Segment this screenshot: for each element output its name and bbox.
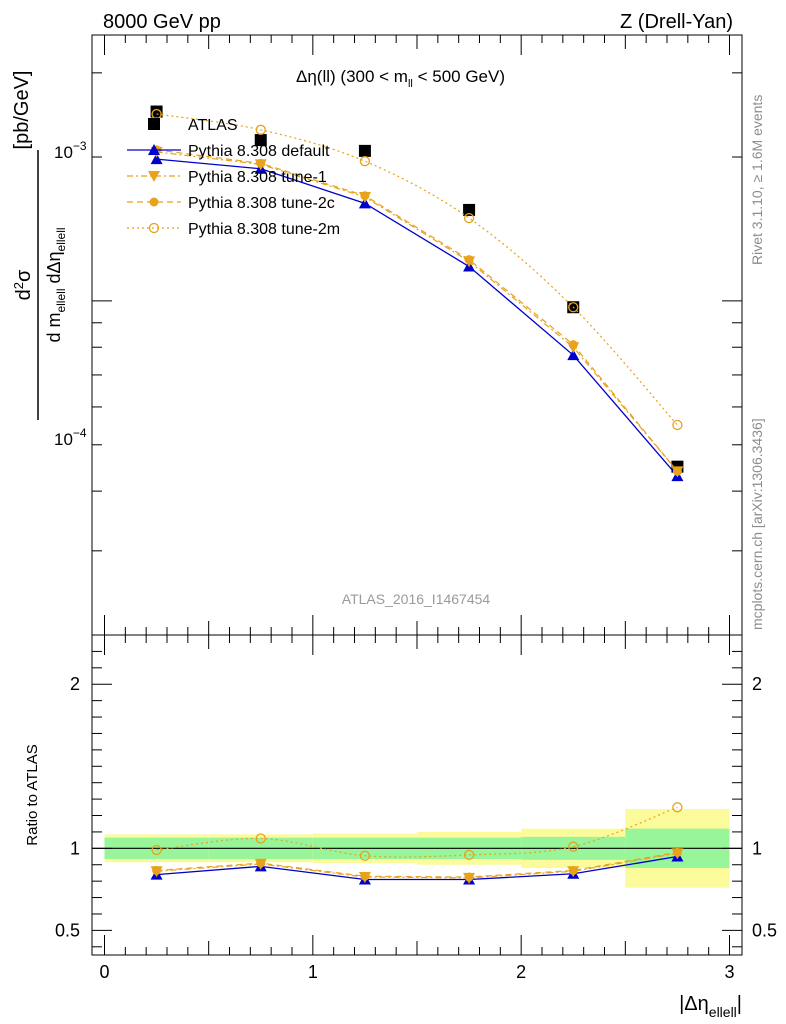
ratio-pythia-8-308-tune-1-line <box>156 852 678 879</box>
ratio-ytick-label-right: 2 <box>752 674 762 694</box>
ratio-frame <box>91 634 743 956</box>
ratio-pythia-8-308-tune-2m-point <box>151 844 162 856</box>
legend: ATLAS Pythia 8.308 default Pythia 8.308 tu… <box>127 117 340 238</box>
ratio-ytick-label-left: 1 <box>70 838 80 858</box>
ratio-pythia-8-308-tune-2c-point <box>672 847 682 857</box>
pythia-8-308-tune-2c-point <box>256 158 266 168</box>
ratio-pythia-8-308-tune-2c-point <box>256 858 266 868</box>
atlas-point <box>358 144 371 157</box>
ratio-pythia-8-308-tune-2c-point <box>464 872 474 882</box>
plot-title: Δη(ll) (300 < mll < 500 GeV) <box>296 67 505 90</box>
ratio-pythia-8-308-tune-2c-point <box>360 871 370 881</box>
ratio-pythia-8-308-tune-2c-point <box>152 865 162 875</box>
legend-label: Pythia 8.308 default <box>188 143 330 160</box>
pythia-8-308-tune-2c-point <box>464 255 474 265</box>
main-ticks <box>92 35 742 636</box>
header-channel: Z (Drell-Yan) <box>620 11 733 33</box>
legend-item-pythia-8-308-default: Pythia 8.308 default <box>127 143 330 160</box>
mcplots-label: mcplots.cern.ch [arXiv:1306.3436] <box>749 418 765 630</box>
pythia-8-308-tune-2c-line <box>156 149 678 472</box>
svg-text:[pb/GeV]: [pb/GeV] <box>11 71 33 150</box>
y-axis-label: d2σ d mellell dΔηellell [pb/GeV] <box>11 71 68 420</box>
main-panel: 10−4 10−3 Δη(ll) (300 < mll < 500 GeV) d… <box>11 34 743 636</box>
ratio-pythia-8-308-tune-2m-point <box>568 841 579 852</box>
ratio-ytick-label-right: 1 <box>752 838 762 858</box>
ratio-pythia-8-308-default-line <box>156 855 678 881</box>
ratio-pythia-8-308-tune-2m-point <box>672 802 683 813</box>
legend-label: Pythia 8.308 tune-2c <box>188 195 335 212</box>
ytick-label-1e-3: 10−3 <box>54 139 87 162</box>
pythia-8-308-tune-2m-point <box>463 212 475 224</box>
ratio-ytick-label-left: 2 <box>70 674 80 694</box>
svg-text:d mellell dΔηellell: d mellell dΔηellell <box>44 227 68 342</box>
legend-item-atlas: ATLAS <box>148 117 238 134</box>
rivet-label: Rivet 3.1.10, ≥ 1.6M events <box>749 95 765 265</box>
xtick-label: 0 <box>99 962 109 982</box>
xtick-label: 2 <box>516 962 526 982</box>
ratio-y-label: Ratio to ATLAS <box>24 744 41 845</box>
legend-label: ATLAS <box>188 117 238 134</box>
pythia-8-308-tune-2c-point <box>360 191 370 201</box>
pythia-8-308-tune-2m-line <box>156 113 678 426</box>
legend-marker <box>148 144 160 155</box>
ratio-pythia-8-308-tune-2m-point <box>463 849 475 861</box>
ratio-bands <box>92 808 742 888</box>
pythia-8-308-tune-2c-point <box>568 340 578 350</box>
header-process: 8000 GeV pp <box>103 11 221 33</box>
legend-marker <box>149 197 159 207</box>
atlas-point <box>463 203 476 216</box>
ratio-ticks: 0 1 2 3 0.5 0.5 1 1 2 2 <box>55 634 777 982</box>
ratio-pythia-8-308-tune-2c-line <box>156 851 678 878</box>
ratio-ytick-label-left: 0.5 <box>55 920 80 940</box>
pythia-8-308-tune-2c-point <box>672 466 682 476</box>
pythia-8-308-tune-1-line <box>156 151 678 472</box>
ratio-pythia-8-308-tune-2c-point <box>568 865 578 875</box>
legend-marker <box>148 118 160 130</box>
pythia-8-308-tune-2m-point <box>359 156 371 167</box>
pythia-8-308-tune-2m-point <box>672 419 683 431</box>
xtick-label: 1 <box>308 962 318 982</box>
atlas-point <box>254 134 267 147</box>
main-data <box>150 105 684 482</box>
svg-text:d2σ: d2σ <box>11 269 35 300</box>
analysis-id: ATLAS_2016_I1467454 <box>342 591 491 607</box>
ratio-pythia-8-308-tune-2m-point <box>359 850 371 861</box>
ratio-data <box>150 802 684 885</box>
xtick-label: 3 <box>724 962 734 982</box>
ratio-ytick-label-right: 0.5 <box>752 920 777 940</box>
ytick-label-1e-4: 10−4 <box>54 426 87 449</box>
legend-marker <box>148 171 160 182</box>
pythia-8-308-tune-2m-point <box>255 124 266 135</box>
legend-label: Pythia 8.308 tune-2m <box>188 221 340 238</box>
x-axis-label: |Δηellell| <box>679 993 742 1020</box>
legend-item-pythia-8-308-tune-2m: Pythia 8.308 tune-2m <box>127 221 340 238</box>
legend-label: Pythia 8.308 tune-1 <box>188 169 327 186</box>
ratio-panel: 0 1 2 3 0.5 0.5 1 1 2 2 Ratio to ATLAS |Δηellell| <box>24 634 777 1020</box>
pythia-8-308-tune-2m-point <box>568 302 579 313</box>
legend-marker <box>148 222 160 234</box>
pythia-8-308-default-point <box>150 153 163 165</box>
pythia-8-308-default-line <box>156 158 678 477</box>
atlas-point <box>150 105 163 118</box>
ratio-pythia-8-308-tune-2m-point <box>255 833 266 844</box>
legend-item-pythia-8-308-tune-1: Pythia 8.308 tune-1 <box>127 169 327 186</box>
legend-item-pythia-8-308-tune-2c: Pythia 8.308 tune-2c <box>127 195 335 212</box>
pythia-8-308-default-point <box>567 349 580 361</box>
ratio-pythia-8-308-tune-2m-line <box>156 806 678 858</box>
